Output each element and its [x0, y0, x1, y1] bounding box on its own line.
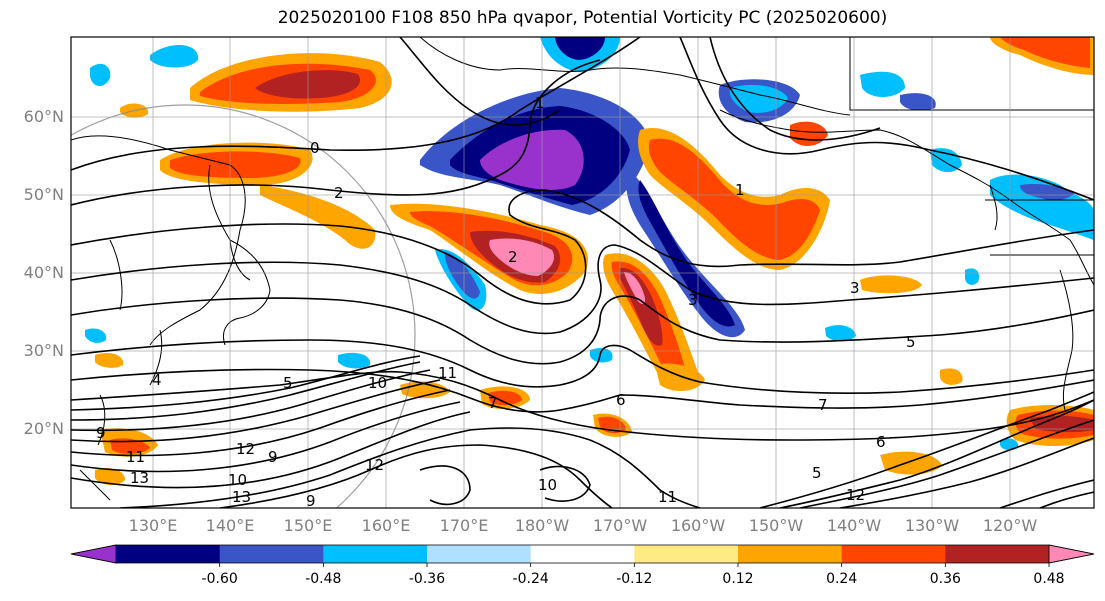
contour-label: 12 [846, 486, 865, 504]
lon-label: 140°E [206, 516, 255, 535]
colorbar-segment [841, 545, 946, 563]
lat-label: 50°N [24, 185, 64, 204]
lon-label: 130°E [129, 516, 178, 535]
contour-label: 1 [535, 94, 545, 112]
colorbar-tick-label: -0.60 [202, 571, 238, 587]
colorbar-tick-label: 0.36 [930, 571, 961, 587]
contour-label: 9 [96, 424, 106, 442]
colorbar-segment [427, 545, 532, 563]
colorbar-tick-label: -0.12 [616, 571, 652, 587]
contour-labels: 0 2 2 1 1 3 3 5 4 5 10 11 7 7 6 9 11 12 … [96, 94, 916, 510]
contour-label: 11 [438, 364, 457, 382]
lat-label: 60°N [24, 107, 64, 126]
map-title: 2025020100 F108 850 hPa qvapor, Potentia… [277, 8, 888, 28]
colorbar-tick-label: 0.12 [722, 571, 753, 587]
contour-label: 6 [876, 433, 886, 451]
contour-label: 10 [368, 374, 387, 392]
contour-label: 13 [232, 488, 251, 506]
colorbar-tick-label: -0.24 [513, 571, 549, 587]
contour-label: 11 [126, 448, 145, 466]
contour-label: 9 [268, 448, 278, 466]
lon-label: 140°W [827, 516, 882, 535]
colorbar: -0.60 -0.48 -0.36 -0.24 -0.12 0.12 0.24 0.36 0.4… [70, 544, 1095, 587]
colorbar-tick-label: 0.24 [826, 571, 857, 587]
colorbar-extend-max [1048, 544, 1095, 564]
contour-label: 12 [236, 440, 255, 458]
contour-label: 7 [818, 396, 828, 414]
lon-label: 170°W [593, 516, 648, 535]
contour-label: 5 [906, 333, 916, 351]
contour-label: 13 [130, 469, 149, 487]
graticule [71, 37, 1094, 508]
lon-label: 180°W [515, 516, 570, 535]
lon-label: 170°E [440, 516, 489, 535]
contour-label: 5 [283, 374, 293, 392]
contour-label: 4 [152, 371, 162, 389]
lon-label: 150°E [284, 516, 333, 535]
contour-label: 2 [508, 248, 518, 266]
colorbar-segment [530, 545, 635, 563]
colorbar-segment [219, 545, 324, 563]
colorbar-tick-label: -0.36 [409, 571, 445, 587]
colorbar-segment [634, 545, 739, 563]
lon-label: 120°W [983, 516, 1038, 535]
contour-label: 11 [658, 488, 677, 506]
contour-label: 12 [365, 456, 384, 474]
contour-label: 5 [812, 464, 822, 482]
contour-label: 10 [538, 476, 557, 494]
lon-label: 160°E [362, 516, 411, 535]
lat-label: 20°N [24, 419, 64, 438]
contour-label: 3 [850, 279, 860, 297]
contour-label: 10 [228, 471, 247, 489]
colorbar-tick-label: 0.48 [1033, 571, 1064, 587]
colorbar-frame [70, 544, 1095, 564]
shaded-anomalies [85, 37, 1094, 486]
contour-label: 0 [310, 139, 320, 157]
contour-label: 3 [688, 291, 698, 309]
map-frame [70, 36, 1095, 509]
lon-label: 160°W [671, 516, 726, 535]
contour-label: 1 [735, 181, 745, 199]
colorbar-segment [323, 545, 428, 563]
contour-label: 9 [306, 492, 316, 510]
contour-label: 7 [488, 394, 498, 412]
longitude-labels: 130°E 140°E 150°E 160°E 170°E 180°W 170°… [129, 516, 1038, 535]
contour-label: 6 [616, 391, 626, 409]
lon-label: 130°W [905, 516, 960, 535]
colorbar-extend-min [70, 544, 117, 564]
lat-label: 40°N [24, 263, 64, 282]
colorbar-segment [116, 545, 221, 563]
colorbar-tick-label: -0.48 [305, 571, 341, 587]
colorbar-segment [738, 545, 843, 563]
lon-label: 150°W [749, 516, 804, 535]
colorbar-segment [945, 545, 1050, 563]
contour-label: 2 [334, 184, 344, 202]
lat-label: 30°N [24, 341, 64, 360]
contours [71, 37, 1094, 508]
latitude-labels: 60°N 50°N 40°N 30°N 20°N [24, 107, 64, 438]
